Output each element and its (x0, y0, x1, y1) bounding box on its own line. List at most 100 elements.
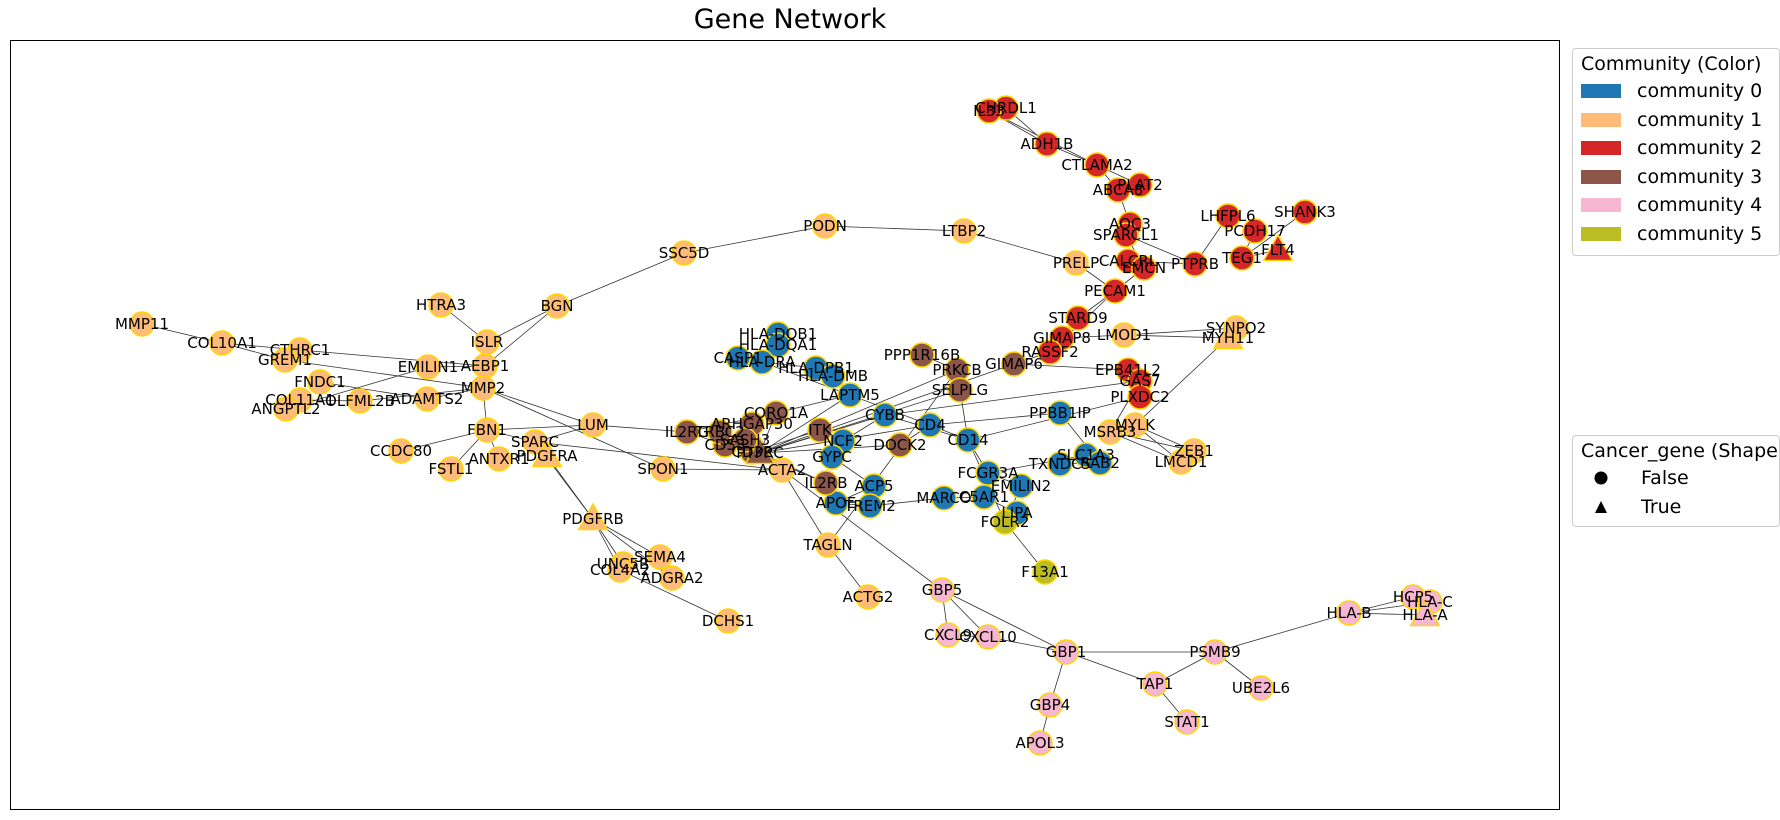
node-IL2RG[interactable] (674, 419, 700, 445)
node-DCHS1[interactable] (715, 608, 741, 634)
node-HLA-A[interactable] (1409, 598, 1441, 627)
node-STAT1[interactable] (1174, 709, 1200, 735)
node-ABCA8[interactable] (1105, 177, 1131, 203)
node-HLA-B[interactable] (1336, 600, 1362, 626)
node-SELPLG[interactable] (947, 377, 973, 403)
node-label-HTRA3: HTRA3 (416, 296, 466, 314)
node-PTPRB[interactable] (1182, 251, 1208, 277)
node-SEMA4[interactable] (647, 544, 673, 570)
node-TREM2[interactable] (857, 493, 883, 519)
node-FNDC1[interactable] (307, 369, 333, 395)
node-LMOD1[interactable] (1111, 322, 1137, 348)
node-FSTL1[interactable] (438, 456, 464, 482)
node-GYPC[interactable] (819, 444, 845, 470)
node-ACTG2[interactable] (855, 584, 881, 610)
node-PECAM1[interactable] (1102, 278, 1128, 304)
node-MSRB3[interactable] (1097, 419, 1123, 445)
node-APOL3[interactable] (1027, 730, 1053, 756)
node-HTRA3[interactable] (428, 292, 454, 318)
node-FLT4[interactable] (1262, 233, 1294, 262)
node-ISLR[interactable] (474, 329, 500, 355)
node-TRBC2[interactable] (707, 419, 733, 445)
node-F13A1[interactable] (1032, 559, 1058, 585)
node-CYBB[interactable] (872, 402, 898, 428)
node-MYLK[interactable] (1122, 412, 1148, 438)
node-GBP5[interactable] (929, 577, 955, 603)
node-SSC5D[interactable] (671, 240, 697, 266)
node-SASH3[interactable] (732, 427, 758, 453)
node-STARD9[interactable] (1065, 305, 1091, 331)
node-CCDC80[interactable] (388, 438, 414, 464)
node-LAPTM5[interactable] (837, 382, 863, 408)
node-SHANK3[interactable] (1292, 199, 1318, 225)
node-MYH11[interactable] (1212, 321, 1244, 350)
node-GREM1[interactable] (272, 347, 298, 373)
node-PSMB9[interactable] (1202, 639, 1228, 665)
node-LHFPL6[interactable] (1215, 203, 1241, 229)
node-ADGRA2[interactable] (659, 565, 685, 591)
node-TAP1[interactable] (1142, 671, 1168, 697)
node-EMILIN1[interactable] (415, 354, 441, 380)
node-LUM[interactable] (580, 412, 606, 438)
node-LTBP2[interactable] (951, 218, 977, 244)
node-APOE[interactable] (823, 490, 849, 516)
node-PDGFRB[interactable] (577, 502, 609, 531)
node-label-PTPRC: PTPRC (736, 444, 783, 462)
node-LMCD1[interactable] (1168, 449, 1194, 475)
node-FCGR3A[interactable] (975, 460, 1001, 486)
node-IL2RB[interactable] (813, 470, 839, 496)
node-TXNDC5[interactable] (1047, 451, 1073, 477)
node-BGN[interactable] (544, 293, 570, 319)
node-PODN[interactable] (812, 213, 838, 239)
node-HLA-DQA1[interactable] (765, 332, 791, 358)
node-ANTXR1[interactable] (486, 446, 512, 472)
node-ITK[interactable] (807, 417, 833, 443)
node-ACTA2[interactable] (769, 457, 795, 483)
node-GBP4[interactable] (1037, 692, 1063, 718)
node-GBP1[interactable] (1053, 639, 1079, 665)
node-DOCK2[interactable] (887, 432, 913, 458)
node-COL10A1[interactable] (209, 330, 235, 356)
node-EMILIN2[interactable] (1008, 473, 1034, 499)
node-RASSF2[interactable] (1037, 339, 1063, 365)
node-EMCN[interactable] (1131, 255, 1157, 281)
node-CORO1A[interactable] (763, 400, 789, 426)
node-GIMAP6[interactable] (1001, 351, 1027, 377)
node-HLA-DMB[interactable] (820, 363, 846, 389)
node-CTLAMA2[interactable] (1084, 152, 1110, 178)
node-TEG1[interactable] (1229, 245, 1255, 271)
node-PTPRC[interactable] (744, 436, 776, 465)
node-PCDH17[interactable] (1242, 218, 1268, 244)
node-label-HLA-C: HLA-C (1407, 593, 1453, 611)
node-CD4[interactable] (917, 412, 943, 438)
node-COL4A2[interactable] (607, 557, 633, 583)
node-MMP2[interactable] (470, 375, 496, 401)
node-label-SPARCL1: SPARCL1 (1093, 226, 1159, 244)
node-RAB2[interactable] (1087, 450, 1113, 476)
node-PLXDC2[interactable] (1127, 384, 1153, 410)
node-CXCL10[interactable] (975, 624, 1001, 650)
node-HLA-DRA[interactable] (749, 349, 775, 375)
node-TAGLN[interactable] (815, 532, 841, 558)
node-label-LMCD1: LMCD1 (1155, 453, 1208, 471)
node-SPARCL1[interactable] (1113, 222, 1139, 248)
node-ADAMTS2[interactable] (414, 386, 440, 412)
node-label-APOL3: APOL3 (1015, 734, 1064, 752)
node-PPBB1IP[interactable] (1047, 400, 1073, 426)
node-MARCO[interactable] (931, 485, 957, 511)
node-ANGPTL2[interactable] (273, 396, 299, 422)
node-UBE2L6[interactable] (1248, 675, 1274, 701)
node-MMP11[interactable] (129, 311, 155, 337)
node-PPP1R16B[interactable] (909, 342, 935, 368)
edge-MMP11-COL10A1 (141, 323, 223, 344)
node-FBN1[interactable] (474, 417, 500, 443)
node-CXCL9[interactable] (935, 622, 961, 648)
node-ADH1B[interactable] (1034, 131, 1060, 157)
node-SPON1[interactable] (650, 456, 676, 482)
node-CD14[interactable] (955, 427, 981, 453)
node-PRELP[interactable] (1063, 250, 1089, 276)
node-FOLR2[interactable] (992, 509, 1018, 535)
node-OLFML2B[interactable] (347, 388, 373, 414)
node-IL33[interactable] (976, 98, 1002, 124)
node-PDGFRA[interactable] (531, 439, 563, 468)
